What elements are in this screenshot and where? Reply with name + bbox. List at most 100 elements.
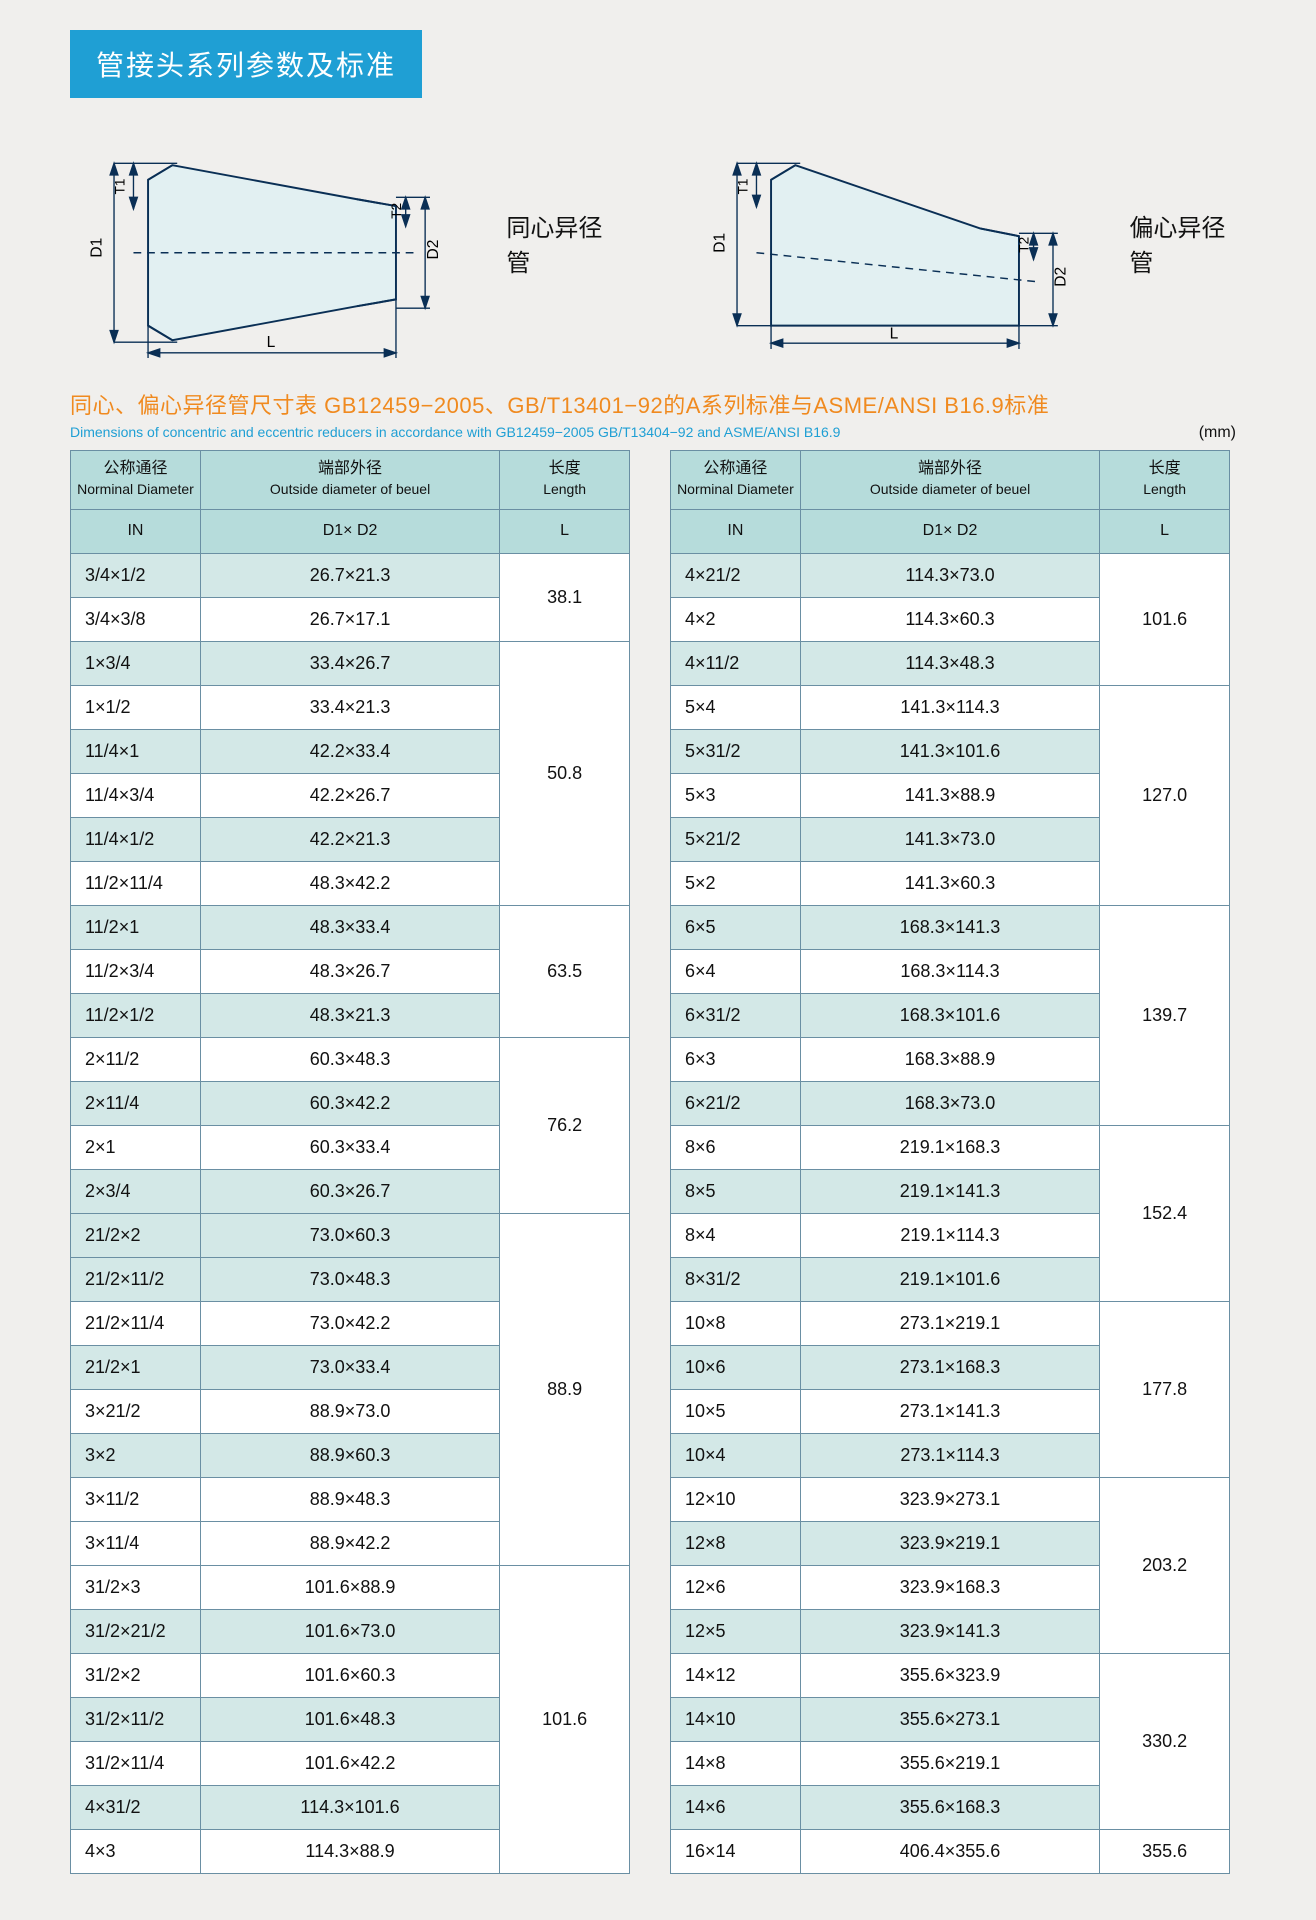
table-row: 14×12355.6×323.9330.2 xyxy=(671,1653,1230,1697)
cell-nominal: 11/2×3/4 xyxy=(71,949,201,993)
cell-nominal: 11/4×1 xyxy=(71,729,201,773)
cell-od: 141.3×88.9 xyxy=(800,773,1099,817)
cell-nominal: 12×10 xyxy=(671,1477,801,1521)
table-row: 8×6219.1×168.3152.4 xyxy=(671,1125,1230,1169)
cell-od: 141.3×114.3 xyxy=(800,685,1099,729)
table-row: 31/2×3101.6×88.9101.6 xyxy=(71,1565,630,1609)
cell-nominal: 8×6 xyxy=(671,1125,801,1169)
dim-T1e: T1 xyxy=(736,178,751,194)
table-row: 6×5168.3×141.3139.7 xyxy=(671,905,1230,949)
cell-nominal: 14×10 xyxy=(671,1697,801,1741)
subtitle-area: 同心、偏心异径管尺寸表 GB12459−2005、GB/T13401−92的A系… xyxy=(70,388,1246,440)
cell-od: 323.9×168.3 xyxy=(800,1565,1099,1609)
th-od-sub-r: D1× D2 xyxy=(800,509,1099,553)
cell-nominal: 11/2×1 xyxy=(71,905,201,949)
table-row: 5×4141.3×114.3127.0 xyxy=(671,685,1230,729)
cell-od: 48.3×21.3 xyxy=(200,993,499,1037)
cell-od: 114.3×60.3 xyxy=(800,597,1099,641)
cell-od: 168.3×141.3 xyxy=(800,905,1099,949)
eccentric-label: 偏心异径管 xyxy=(1129,208,1246,278)
th-nominal-r: 公称通径Norminal Diameter xyxy=(671,451,801,510)
cell-nominal: 14×12 xyxy=(671,1653,801,1697)
cell-length: 63.5 xyxy=(500,905,630,1037)
cell-length: 101.6 xyxy=(500,1565,630,1873)
cell-nominal: 10×8 xyxy=(671,1301,801,1345)
cell-od: 73.0×60.3 xyxy=(200,1213,499,1257)
cell-nominal: 10×5 xyxy=(671,1389,801,1433)
cell-length: 88.9 xyxy=(500,1213,630,1565)
cell-od: 141.3×101.6 xyxy=(800,729,1099,773)
th-nominal-sub-r: IN xyxy=(671,509,801,553)
cell-od: 73.0×42.2 xyxy=(200,1301,499,1345)
cell-nominal: 21/2×11/4 xyxy=(71,1301,201,1345)
cell-nominal: 14×8 xyxy=(671,1741,801,1785)
cell-od: 101.6×42.2 xyxy=(200,1741,499,1785)
cell-nominal: 12×8 xyxy=(671,1521,801,1565)
cell-od: 73.0×48.3 xyxy=(200,1257,499,1301)
th-len-r: 长度Length xyxy=(1100,451,1230,510)
table-row: 4×21/2114.3×73.0101.6 xyxy=(671,553,1230,597)
table-row: 2×11/260.3×48.376.2 xyxy=(71,1037,630,1081)
table-row: 21/2×273.0×60.388.9 xyxy=(71,1213,630,1257)
cell-od: 273.1×141.3 xyxy=(800,1389,1099,1433)
cell-nominal: 6×21/2 xyxy=(671,1081,801,1125)
cell-od: 219.1×114.3 xyxy=(800,1213,1099,1257)
cell-nominal: 4×2 xyxy=(671,597,801,641)
cell-od: 273.1×219.1 xyxy=(800,1301,1099,1345)
cell-nominal: 31/2×21/2 xyxy=(71,1609,201,1653)
cell-nominal: 3/4×3/8 xyxy=(71,597,201,641)
tables-container: 公称通径Norminal Diameter 端部外径Outside diamet… xyxy=(70,450,1246,1874)
cell-nominal: 31/2×2 xyxy=(71,1653,201,1697)
cell-od: 141.3×60.3 xyxy=(800,861,1099,905)
concentric-label: 同心异径管 xyxy=(506,208,623,278)
cell-od: 88.9×60.3 xyxy=(200,1433,499,1477)
cell-od: 101.6×88.9 xyxy=(200,1565,499,1609)
cell-nominal: 3×2 xyxy=(71,1433,201,1477)
cell-nominal: 5×4 xyxy=(671,685,801,729)
cell-nominal: 4×11/2 xyxy=(671,641,801,685)
cell-nominal: 5×3 xyxy=(671,773,801,817)
cell-nominal: 5×21/2 xyxy=(671,817,801,861)
dim-L: L xyxy=(267,334,276,351)
cell-od: 60.3×26.7 xyxy=(200,1169,499,1213)
cell-od: 355.6×323.9 xyxy=(800,1653,1099,1697)
cell-nominal: 6×31/2 xyxy=(671,993,801,1037)
cell-od: 406.4×355.6 xyxy=(800,1829,1099,1873)
cell-nominal: 11/4×1/2 xyxy=(71,817,201,861)
concentric-svg: D1 T1 D2 T2 L xyxy=(80,128,488,358)
th-len: 长度Length xyxy=(500,451,630,510)
cell-nominal: 12×6 xyxy=(671,1565,801,1609)
cell-od: 42.2×26.7 xyxy=(200,773,499,817)
cell-nominal: 11/4×3/4 xyxy=(71,773,201,817)
cell-nominal: 4×31/2 xyxy=(71,1785,201,1829)
cell-od: 219.1×101.6 xyxy=(800,1257,1099,1301)
cell-od: 219.1×141.3 xyxy=(800,1169,1099,1213)
cell-od: 101.6×48.3 xyxy=(200,1697,499,1741)
th-nominal-sub: IN xyxy=(71,509,201,553)
cell-od: 114.3×101.6 xyxy=(200,1785,499,1829)
cell-od: 141.3×73.0 xyxy=(800,817,1099,861)
cell-nominal: 16×14 xyxy=(671,1829,801,1873)
cell-od: 355.6×168.3 xyxy=(800,1785,1099,1829)
cell-od: 323.9×273.1 xyxy=(800,1477,1099,1521)
cell-od: 114.3×48.3 xyxy=(800,641,1099,685)
table-row: 16×14406.4×355.6355.6 xyxy=(671,1829,1230,1873)
right-table: 公称通径Norminal Diameter 端部外径Outside diamet… xyxy=(670,450,1230,1874)
dim-Le: L xyxy=(890,325,899,342)
dim-D2: D2 xyxy=(425,240,442,260)
dim-D2e: D2 xyxy=(1053,267,1070,287)
left-table: 公称通径Norminal Diameter 端部外径Outside diamet… xyxy=(70,450,630,1874)
cell-od: 60.3×42.2 xyxy=(200,1081,499,1125)
cell-nominal: 31/2×11/2 xyxy=(71,1697,201,1741)
table-row: 10×8273.1×219.1177.8 xyxy=(671,1301,1230,1345)
cell-od: 33.4×26.7 xyxy=(200,641,499,685)
cell-od: 33.4×21.3 xyxy=(200,685,499,729)
cell-od: 114.3×88.9 xyxy=(200,1829,499,1873)
cell-nominal: 2×3/4 xyxy=(71,1169,201,1213)
cell-length: 152.4 xyxy=(1100,1125,1230,1301)
cell-nominal: 4×21/2 xyxy=(671,553,801,597)
cell-nominal: 10×6 xyxy=(671,1345,801,1389)
cell-od: 355.6×219.1 xyxy=(800,1741,1099,1785)
cell-nominal: 2×11/4 xyxy=(71,1081,201,1125)
cell-od: 101.6×73.0 xyxy=(200,1609,499,1653)
